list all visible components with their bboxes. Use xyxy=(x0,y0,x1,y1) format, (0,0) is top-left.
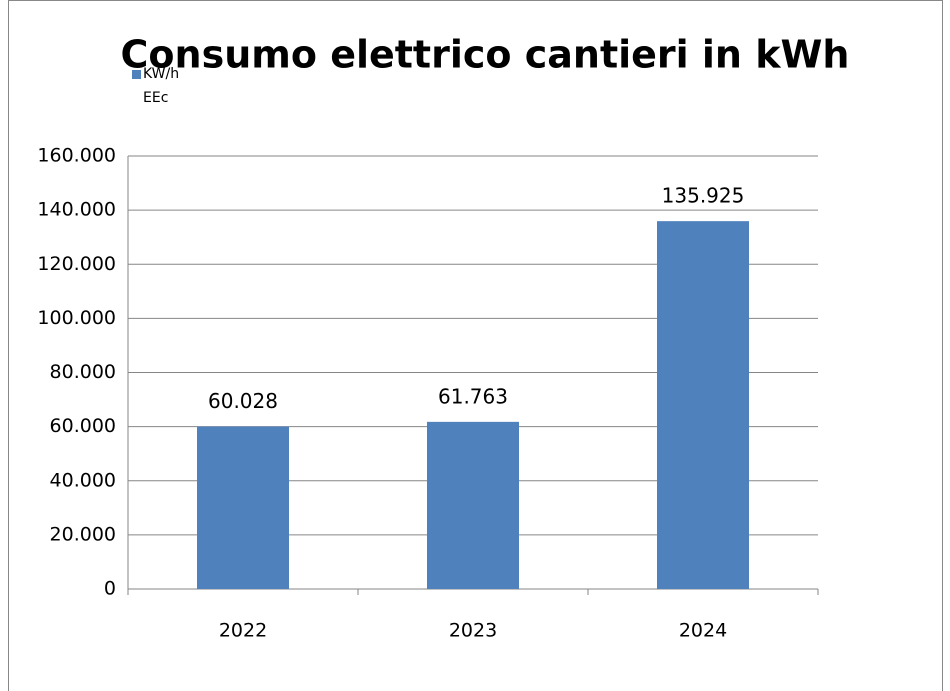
chart-frame xyxy=(8,0,943,691)
legend-swatch xyxy=(132,70,141,79)
y-tick-label: 20.000 xyxy=(50,523,116,545)
data-label: 135.925 xyxy=(662,184,745,208)
y-tick-label: 40.000 xyxy=(50,469,116,491)
y-tick-label: 120.000 xyxy=(37,253,116,275)
x-tick-label: 2023 xyxy=(449,620,497,642)
y-tick-label: 100.000 xyxy=(37,307,116,329)
x-tick-label: 2022 xyxy=(219,620,267,642)
y-tick-label: 0 xyxy=(104,578,116,600)
bar xyxy=(427,421,519,589)
data-label: 60.028 xyxy=(208,389,278,413)
legend-label: KW/h EEc xyxy=(143,66,180,106)
y-tick-label: 60.000 xyxy=(50,415,116,437)
data-label: 61.763 xyxy=(438,384,508,408)
x-tick-label: 2024 xyxy=(679,620,727,642)
bar xyxy=(657,221,749,590)
chart-title: Consumo elettrico cantieri in kWh xyxy=(121,33,850,77)
y-tick-label: 140.000 xyxy=(37,199,116,221)
legend: KW/h EEc xyxy=(132,62,183,110)
y-tick-label: 80.000 xyxy=(50,361,116,383)
y-tick-label: 160.000 xyxy=(37,145,116,167)
bar xyxy=(197,426,289,589)
